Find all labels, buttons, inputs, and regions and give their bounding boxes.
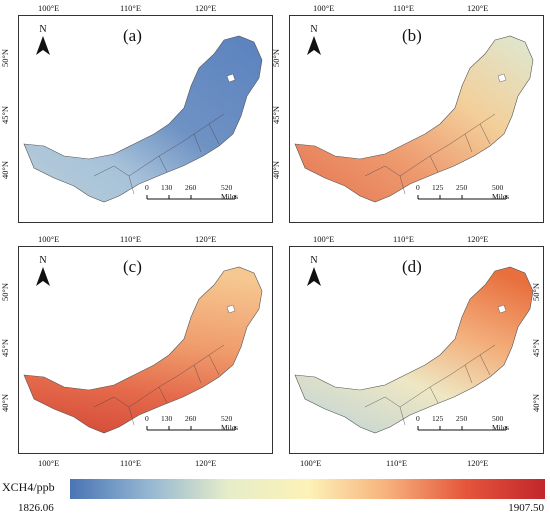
region-map-c (23, 266, 263, 434)
lon-label-bottom: 110°E (386, 458, 408, 468)
lon-label-bottom: 110°E (120, 458, 142, 468)
lon-label-top: 110°E (120, 234, 142, 244)
lon-label-top: 120°E (195, 3, 217, 13)
lat-label: 45°N (0, 105, 11, 125)
north-label: N (39, 255, 47, 266)
panel-label: (c) (123, 257, 142, 276)
lon-label-bottom: 100°E (300, 458, 322, 468)
lon-label-bottom: 120°E (195, 458, 217, 468)
scale-label-0: 0 (145, 414, 149, 423)
lat-label: 40°N (531, 393, 542, 413)
scale-label-2: 260 (185, 414, 197, 423)
map-panel-d: (d) N 0 125 250 500 Miles (289, 246, 544, 454)
lat-label: 45°N (531, 338, 542, 358)
lat-label: 45°N (0, 338, 11, 358)
lat-label: 45°N (271, 105, 282, 125)
scale-label-1: 130 (161, 183, 173, 192)
lon-label-top: 110°E (120, 3, 142, 13)
panel-label: (b) (402, 26, 422, 45)
scale-bar: 0 125 250 500 Miles (416, 414, 509, 434)
legend-min-value: 1826.06 (18, 502, 54, 514)
north-arrow-icon: N (33, 255, 53, 289)
lon-label-top: 100°E (38, 3, 60, 13)
scale-bar: 0 125 250 500 Miles (416, 183, 509, 203)
color-scale-bar (70, 479, 545, 499)
lon-label-top: 100°E (313, 234, 335, 244)
panel-label: (d) (402, 257, 422, 276)
lon-label-top: 110°E (393, 234, 415, 244)
north-arrow-icon: N (304, 255, 324, 289)
scale-label-0: 0 (416, 183, 420, 192)
lon-label-bottom: 120°E (467, 458, 489, 468)
lon-label-top: 120°E (195, 234, 217, 244)
region-map-d (294, 266, 534, 434)
scale-label-3: 500 Miles (492, 414, 510, 432)
lon-label-bottom: 100°E (38, 458, 60, 468)
lat-label: 50°N (0, 48, 11, 68)
lat-label: 40°N (0, 160, 11, 180)
region-map-b (294, 35, 534, 203)
scale-label-3: 520 Miles (221, 414, 239, 432)
lat-label: 50°N (271, 48, 282, 68)
scale-label-3: 520 Miles (221, 183, 239, 201)
lon-label-top: 100°E (313, 3, 335, 13)
scale-bar: 0 130 260 520 Miles (145, 414, 238, 434)
scale-label-2: 260 (185, 183, 197, 192)
scale-label-2: 250 (456, 183, 468, 192)
lat-label: 40°N (0, 393, 11, 413)
lon-label-top: 120°E (467, 234, 489, 244)
scale-label-1: 130 (161, 414, 173, 423)
scale-label-2: 250 (456, 414, 468, 423)
scale-label-0: 0 (145, 183, 149, 192)
scale-label-3: 500 Miles (492, 183, 510, 201)
legend-title: XCH4/ppb (2, 480, 55, 494)
north-label: N (310, 255, 318, 266)
scale-label-1: 125 (432, 183, 444, 192)
scale-label-1: 125 (432, 414, 444, 423)
map-panel-a: (a) N 0 130 260 520 Miles (18, 15, 273, 223)
lat-label: 50°N (0, 282, 11, 302)
north-arrow-icon: N (33, 24, 53, 58)
north-label: N (39, 24, 47, 35)
map-panel-b: (b) N 0 125 250 500 Miles (289, 15, 544, 223)
north-arrow-icon: N (304, 24, 324, 58)
panel-label: (a) (123, 26, 142, 45)
map-panel-c: (c) N 0 130 260 520 Miles (18, 246, 273, 454)
lon-label-top: 110°E (393, 3, 415, 13)
lat-label: 40°N (271, 160, 282, 180)
legend-max-value: 1907.50 (508, 502, 544, 514)
lat-label: 50°N (531, 282, 542, 302)
north-label: N (310, 24, 318, 35)
lon-label-top: 120°E (467, 3, 489, 13)
lon-label-top: 100°E (38, 234, 60, 244)
scale-label-0: 0 (416, 414, 420, 423)
scale-bar: 0 130 260 520 Miles (145, 183, 238, 203)
region-map-a (23, 35, 263, 203)
